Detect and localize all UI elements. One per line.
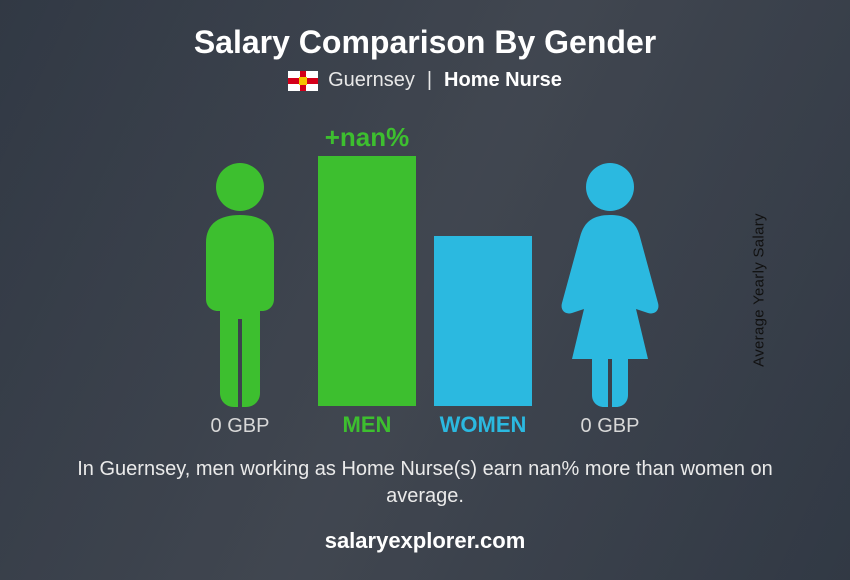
men-icon-column: 0 GBP	[180, 159, 300, 438]
y-axis-label: Average Yearly Salary	[751, 213, 768, 367]
subtitle-country: Guernsey	[328, 69, 415, 92]
summary-sentence: In Guernsey, men working as Home Nurse(s…	[55, 456, 795, 510]
women-caption: WOMEN	[440, 412, 527, 438]
male-person-icon	[180, 159, 300, 409]
women-value: 0 GBP	[581, 415, 640, 438]
subtitle-job: Home Nurse	[444, 69, 562, 92]
female-person-icon	[550, 159, 670, 409]
women-bar	[434, 236, 532, 406]
men-bar-column: +nan% MEN	[318, 156, 416, 438]
men-value: 0 GBP	[211, 415, 270, 438]
chart-area: 0 GBP +nan% MEN WOMEN 0 GB	[40, 102, 810, 438]
men-bar	[318, 156, 416, 406]
guernsey-flag-icon	[288, 71, 318, 91]
percent-difference-label: +nan%	[325, 122, 410, 153]
subtitle-row: Guernsey | Home Nurse	[288, 69, 562, 92]
men-caption: MEN	[343, 412, 392, 438]
subtitle-separator: |	[427, 69, 432, 92]
page-title: Salary Comparison By Gender	[194, 24, 656, 61]
women-icon-column: 0 GBP	[550, 159, 670, 438]
women-bar-column: WOMEN	[434, 236, 532, 438]
footer-source: salaryexplorer.com	[325, 528, 526, 554]
